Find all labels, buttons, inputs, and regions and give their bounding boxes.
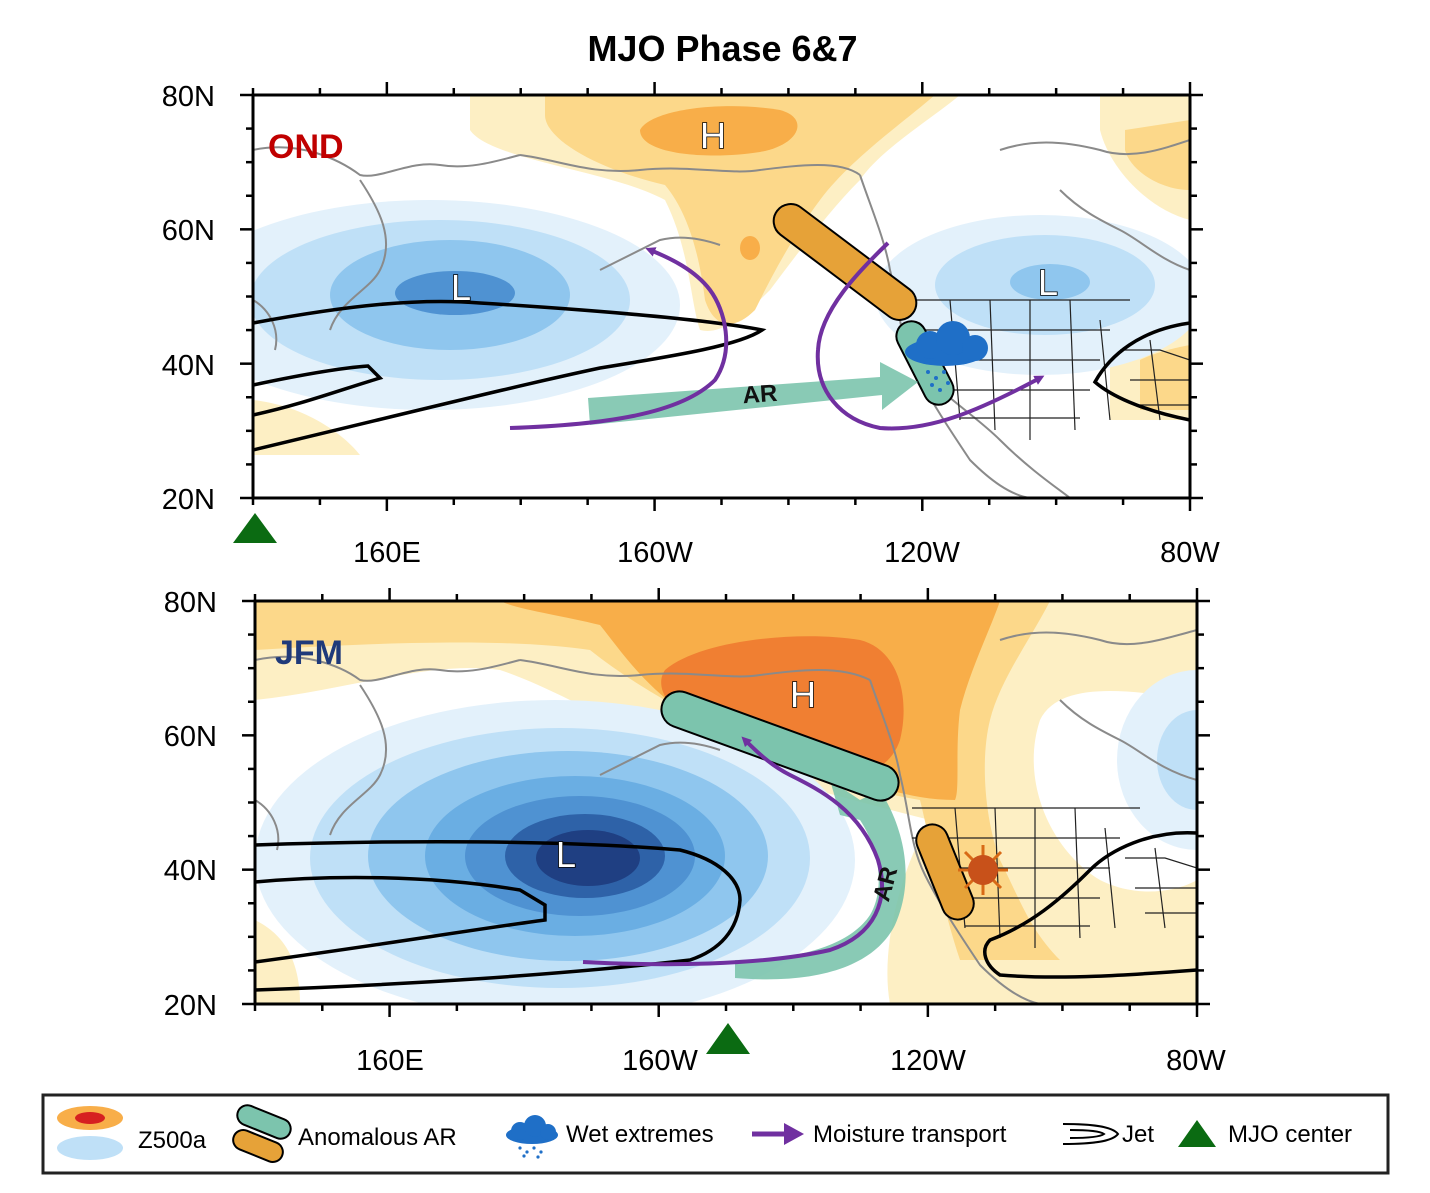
ond-low-label-west: L	[451, 267, 471, 308]
jfm-nw-high	[255, 601, 290, 630]
ond-ar-band	[588, 362, 918, 425]
moisture-transport-icon	[752, 1123, 804, 1145]
ond-low-label-east: L	[1038, 262, 1058, 303]
ond-lon-label-80w: 80W	[1160, 537, 1220, 569]
ond-season-label: OND	[268, 128, 344, 166]
ond-lat-labels: 80N 60N 40N 20N	[162, 81, 215, 516]
z500a-icon	[57, 1106, 123, 1160]
jfm-anomalous-ar-orange	[915, 823, 975, 921]
ond-lon-labels: 160E 160W 120W 80W	[353, 537, 1220, 569]
wet-extremes-icon	[506, 1115, 558, 1159]
jfm-high-label: H	[790, 674, 816, 715]
ond-lon-label-120w: 120W	[884, 537, 960, 569]
jfm-ticks	[242, 588, 1210, 1017]
jfm-season-label: JFM	[275, 634, 343, 672]
jfm-moisture-arrow	[582, 736, 884, 967]
legend-label-anomalous-ar: Anomalous AR	[298, 1124, 457, 1151]
jfm-lon-label-160e: 160E	[356, 1045, 424, 1077]
jfm-lat-label-40: 40N	[164, 855, 217, 887]
ond-lat-label-40: 40N	[162, 350, 215, 382]
legend-label-moisture-transport: Moisture transport	[813, 1121, 1007, 1148]
ond-lon-label-160e: 160E	[353, 537, 421, 569]
ond-ticks	[240, 82, 1203, 511]
legend-label-mjo-center: MJO center	[1228, 1121, 1352, 1148]
jfm-lon-label-80w: 80W	[1166, 1045, 1226, 1077]
ond-lon-label-160w: 160W	[617, 537, 693, 569]
legend-label-jet: Jet	[1122, 1121, 1154, 1148]
jfm-lon-labels: 160E 160W 120W 80W	[356, 1045, 1226, 1077]
ond-high-small-core	[740, 236, 760, 260]
ond-map-field: H L L AR OND	[253, 95, 1190, 498]
ond-mjo-center-icon	[233, 513, 277, 543]
jfm-east-low-2	[1157, 710, 1197, 810]
ond-lat-label-80: 80N	[162, 81, 215, 113]
ond-lat-label-60: 60N	[162, 215, 215, 247]
jfm-coastlines	[255, 629, 1197, 1004]
mjo-center-icon	[1178, 1120, 1216, 1147]
jfm-jet-contours	[255, 830, 1197, 992]
jfm-lat-label-20: 20N	[164, 990, 217, 1022]
panel-jfm: H L AR JFM 80N 60N 40N 20N 160E 160W 120…	[164, 587, 1227, 1077]
jfm-lon-label-160w: 160W	[622, 1045, 698, 1077]
jfm-lon-label-120w: 120W	[890, 1045, 966, 1077]
ond-ne-high-2	[1125, 120, 1190, 190]
jfm-lat-labels: 80N 60N 40N 20N	[164, 587, 217, 1022]
figure-title: MJO Phase 6&7	[587, 28, 858, 69]
jfm-low-7	[536, 830, 640, 886]
ond-jet-contours	[253, 299, 1190, 452]
ond-high-label: H	[700, 115, 726, 156]
ond-wet-extremes-icon	[905, 321, 988, 392]
legend: Z500a Anomalous AR Wet extremes Moisture…	[41, 1093, 1390, 1175]
jfm-west-high	[255, 920, 300, 1004]
jfm-lat-label-80: 80N	[164, 587, 217, 619]
ond-ar-label: AR	[742, 380, 778, 409]
jet-icon	[1062, 1123, 1120, 1145]
ond-moisture-arrow-1	[509, 247, 729, 430]
ond-high-mid	[545, 95, 935, 324]
jfm-mjo-center-icon	[706, 1023, 750, 1054]
panel-ond: H L L AR OND 80N 60N 40N 20N 160E 160W 1…	[162, 81, 1221, 569]
jfm-sun-icon	[958, 845, 1008, 895]
jfm-lat-label-60: 60N	[164, 721, 217, 753]
jfm-low-label: L	[556, 834, 576, 875]
anomalous-ar-icon	[232, 1104, 292, 1163]
ond-lat-label-20: 20N	[162, 484, 215, 516]
ond-high-strong	[640, 106, 798, 156]
legend-label-z500a: Z500a	[138, 1127, 207, 1154]
ond-sw-high	[253, 400, 360, 455]
ond-anomalous-ar	[772, 203, 918, 321]
jfm-map-field: H L AR JFM	[255, 601, 1197, 1004]
ond-moisture-arrow-2	[815, 241, 1045, 431]
ond-na-low-strong	[1010, 264, 1090, 300]
legend-label-wet-extremes: Wet extremes	[566, 1121, 714, 1148]
